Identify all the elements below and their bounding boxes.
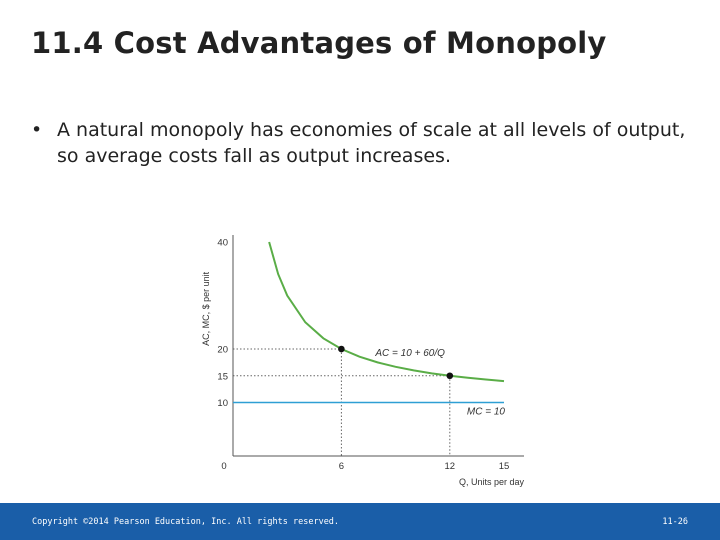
x-tick-label: 15 (499, 461, 510, 472)
data-point (338, 345, 345, 353)
y-axis-label: AC, MC, $ per unit (201, 271, 211, 346)
y-tick-label: 10 (217, 398, 228, 409)
bullet-text: A natural monopoly has economies of scal… (57, 119, 686, 167)
cost-chart: 10 15 20 40 0 6 12 15 Q, Units per day AC, MC, $ … (195, 225, 530, 490)
y-tick-label: 40 (217, 238, 228, 249)
x-tick-label: 12 (445, 461, 456, 472)
ac-curve (268, 241, 505, 383)
chart-svg: 10 15 20 40 0 6 12 15 Q, Units per day AC, MC, $ … (201, 235, 525, 487)
footer-page-number: 11-26 (662, 517, 688, 527)
ac-curve-label: AC = 10 + 60/Q (374, 348, 445, 359)
y-tick-label: 20 (217, 345, 228, 356)
mc-line-label: MC = 10 (467, 407, 506, 418)
x-tick-label: 6 (339, 461, 344, 472)
data-point (446, 372, 454, 380)
footer-copyright: Copyright ©2014 Pearson Education, Inc. … (32, 517, 340, 527)
bullet-item: • A natural monopoly has economies of sc… (31, 117, 701, 169)
x-tick-label: 0 (221, 461, 226, 472)
x-axis-label: Q, Units per day (459, 477, 525, 487)
y-tick-label: 15 (217, 371, 228, 382)
footer-bar: Copyright ©2014 Pearson Education, Inc. … (0, 503, 720, 540)
slide-title: 11.4 Cost Advantages of Monopoly (31, 26, 607, 60)
bullet-marker: • (31, 119, 43, 141)
